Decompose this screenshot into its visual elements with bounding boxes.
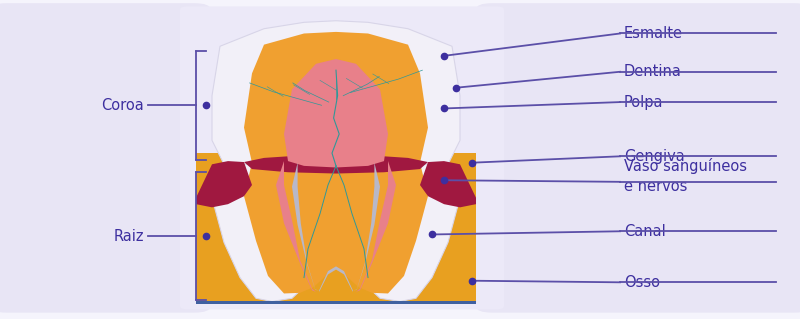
Text: Gengiva: Gengiva xyxy=(624,149,685,164)
Text: Coroa: Coroa xyxy=(102,98,144,113)
FancyBboxPatch shape xyxy=(180,6,504,309)
Text: Osso: Osso xyxy=(624,275,660,290)
Polygon shape xyxy=(196,161,252,207)
Polygon shape xyxy=(276,161,316,292)
Polygon shape xyxy=(196,153,476,303)
Polygon shape xyxy=(356,161,396,292)
Text: Esmalte: Esmalte xyxy=(624,26,683,41)
Polygon shape xyxy=(244,163,428,293)
Polygon shape xyxy=(244,32,428,171)
Polygon shape xyxy=(353,163,380,291)
Text: Canal: Canal xyxy=(624,224,666,239)
Polygon shape xyxy=(212,164,460,301)
Polygon shape xyxy=(319,266,353,292)
Text: Raiz: Raiz xyxy=(114,228,144,244)
Text: Dentina: Dentina xyxy=(624,64,682,79)
Text: Vaso sanguíneos
e nervos: Vaso sanguíneos e nervos xyxy=(624,159,747,194)
FancyBboxPatch shape xyxy=(0,3,210,313)
Polygon shape xyxy=(196,301,476,304)
FancyBboxPatch shape xyxy=(476,3,800,313)
Polygon shape xyxy=(284,59,388,167)
Polygon shape xyxy=(212,21,460,172)
Polygon shape xyxy=(244,155,428,174)
Text: Polpa: Polpa xyxy=(624,94,663,110)
Polygon shape xyxy=(292,163,319,291)
Polygon shape xyxy=(420,161,476,207)
